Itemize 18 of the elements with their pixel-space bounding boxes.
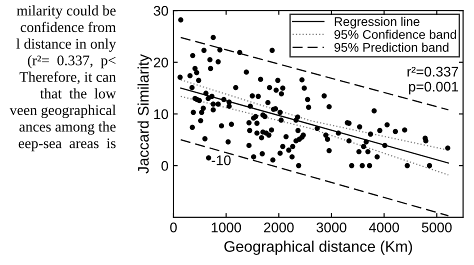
annotation: -10 <box>212 155 231 166</box>
x-axis-title: Geographical distance (Km) <box>224 240 412 255</box>
x-tick-label: 1000 <box>212 222 242 232</box>
x-tick-label: 3000 <box>316 222 346 232</box>
y-tick-label: 20 <box>154 58 168 68</box>
y-axis-title: Jaccard Similarity <box>138 54 152 174</box>
text: milarity could be confidence from l distance in only (r²= 0.337, p< Therefore, it can that the low veen geographical ances among the eep-sea areas is <box>10 5 116 152</box>
x-tick-label: 4000 <box>368 222 400 232</box>
annotation: r²=0.337 p=0.001 <box>408 66 458 94</box>
x-tick-label: 5000 <box>422 222 452 232</box>
y-tick-label: 10 <box>154 109 168 120</box>
legend-label: Regression line <box>334 16 420 28</box>
y-tick-label: 30 <box>154 6 168 16</box>
legend-label: 95% Confidence band <box>334 30 456 39</box>
x-tick-label: 0 <box>170 222 177 232</box>
y-tick-label: 0 <box>161 160 168 171</box>
legend-label: 95% Prediction band <box>334 42 448 52</box>
x-tick-label: 2000 <box>264 222 294 232</box>
